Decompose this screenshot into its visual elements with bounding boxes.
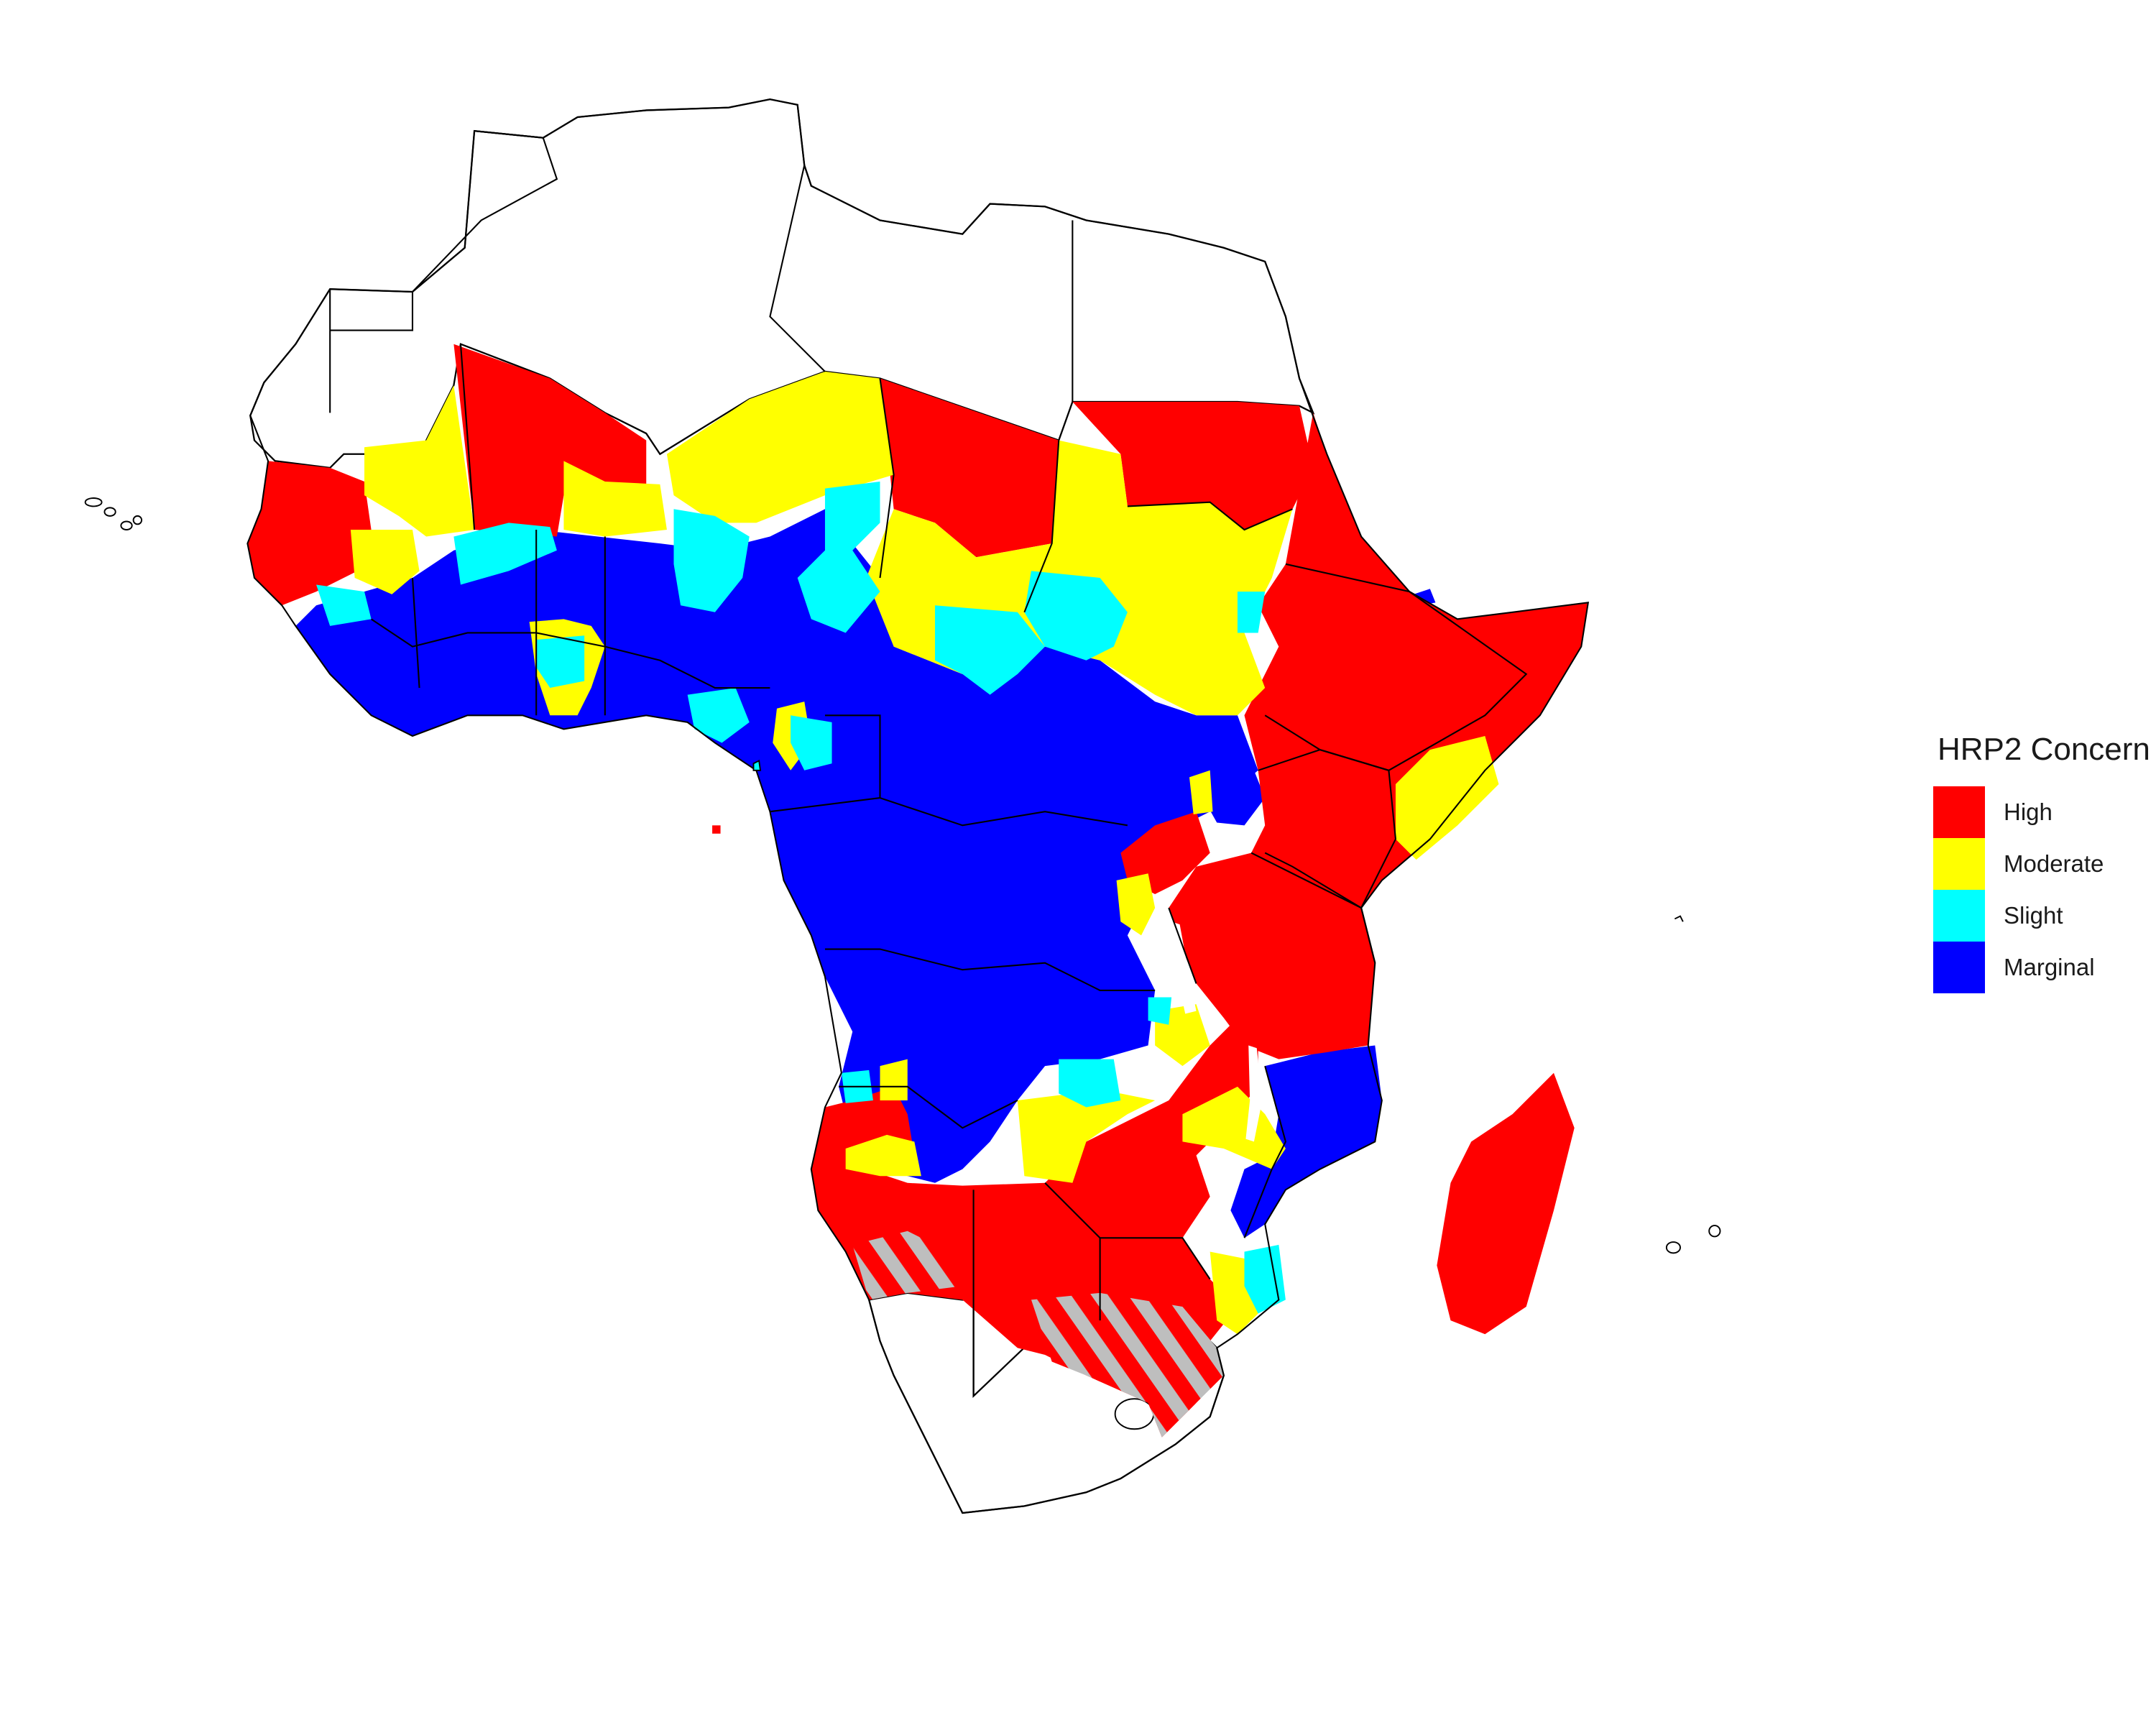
legend-swatch-slight — [1933, 890, 1985, 942]
border-west-africa — [370, 529, 770, 716]
mauritania-moderate — [364, 385, 475, 537]
senegal-moderate — [350, 529, 420, 594]
madagascar-high — [1437, 1072, 1575, 1335]
namibia-hatch — [852, 1230, 963, 1300]
drc-se-slight — [1148, 997, 1172, 1025]
border-kenya — [1258, 749, 1397, 909]
cape-verde-island — [132, 515, 143, 525]
niger-slight — [673, 509, 750, 612]
cameroon-slight — [791, 715, 832, 770]
bioko-island — [752, 759, 762, 771]
guinea-slight — [316, 584, 372, 626]
niger-moderate — [666, 371, 894, 523]
legend-title: HRP2 Concern — [1938, 732, 2150, 767]
legend-item-slight: Slight — [1933, 890, 2149, 942]
mozambique-slight — [1244, 1244, 1286, 1314]
sao-tome-high — [712, 825, 721, 834]
ghana-slight — [536, 635, 585, 689]
border-mali — [459, 344, 476, 530]
lakes — [1171, 921, 1263, 1142]
border-morocco-algeria — [412, 130, 558, 293]
legend-label-slight: Slight — [2004, 902, 2063, 929]
drc-small-moderate — [1116, 873, 1156, 936]
border-central — [770, 714, 881, 813]
mozambique-marginal — [1230, 1045, 1382, 1238]
legend-item-moderate: Moderate — [1933, 838, 2149, 890]
hatched-regions — [852, 1230, 1224, 1438]
legend-swatch-moderate — [1933, 838, 1985, 890]
malawi-moderate — [1182, 1086, 1286, 1169]
rwanda-moderate — [1189, 770, 1213, 815]
border-angola — [839, 1085, 1018, 1129]
sudan-high — [1072, 402, 1314, 530]
border-sudan-ssudan — [1127, 501, 1293, 531]
islands — [84, 497, 1721, 1254]
legend-item-high: High — [1933, 786, 2149, 838]
seychelles-island — [1674, 915, 1684, 922]
angola-moderate — [880, 1059, 908, 1100]
border-sahara — [329, 289, 414, 413]
south-africa-hatch — [1031, 1292, 1224, 1438]
border-sudan-chad — [1023, 440, 1060, 613]
legend-label-high: High — [2004, 799, 2053, 825]
cape-verde-island — [103, 507, 116, 517]
border-tanzania — [1168, 852, 1376, 984]
legend-swatch-high — [1933, 786, 1985, 838]
mauritius-island — [1708, 1225, 1721, 1238]
nigeria-slight — [687, 688, 750, 743]
zambia-slight — [1059, 1059, 1121, 1108]
lesotho — [1114, 1398, 1155, 1430]
border-mozambique — [1243, 1065, 1287, 1238]
country-borders — [247, 98, 1590, 1514]
niger-chad-high — [880, 378, 1059, 558]
horn-of-africa-high — [1169, 413, 1588, 1059]
border-drc — [824, 797, 1156, 991]
chad-slight — [797, 482, 880, 633]
cape-verde-island — [84, 497, 103, 507]
comoros-island — [1665, 1241, 1681, 1254]
angola-south-moderate — [845, 1134, 921, 1177]
sudan-slight — [1024, 571, 1128, 661]
legend-swatch-marginal — [1933, 942, 1985, 993]
cape-verde-island — [120, 520, 133, 530]
legend: HRP2 Concern High Moderate Slight Margin… — [1933, 732, 2150, 993]
legend-label-marginal: Marginal — [2004, 954, 2095, 980]
border-niger-chad — [879, 378, 895, 579]
zambia-moderate — [1017, 1093, 1156, 1183]
border-algeria-libya — [769, 165, 826, 372]
mozambique-moderate — [1210, 1251, 1266, 1335]
lake-malawi — [1245, 1045, 1263, 1142]
mali-slight — [453, 523, 557, 585]
drc-east-high — [1120, 811, 1210, 895]
lake-tanganyika — [1171, 921, 1197, 1014]
legend-label-moderate: Moderate — [2004, 850, 2104, 877]
legend-item-marginal: Marginal — [1933, 942, 2149, 993]
kenya-somalia-moderate — [1395, 735, 1499, 860]
senegal-gambia-high — [247, 461, 372, 606]
slight-regions — [316, 482, 1286, 1314]
south-sudan-slight — [1237, 592, 1266, 633]
border-zimbabwe — [1100, 1237, 1211, 1280]
africa-coastline — [247, 98, 1590, 1514]
central-slight — [935, 605, 1046, 695]
uganda-marginal — [1203, 763, 1266, 826]
mali-moderate — [563, 461, 667, 537]
